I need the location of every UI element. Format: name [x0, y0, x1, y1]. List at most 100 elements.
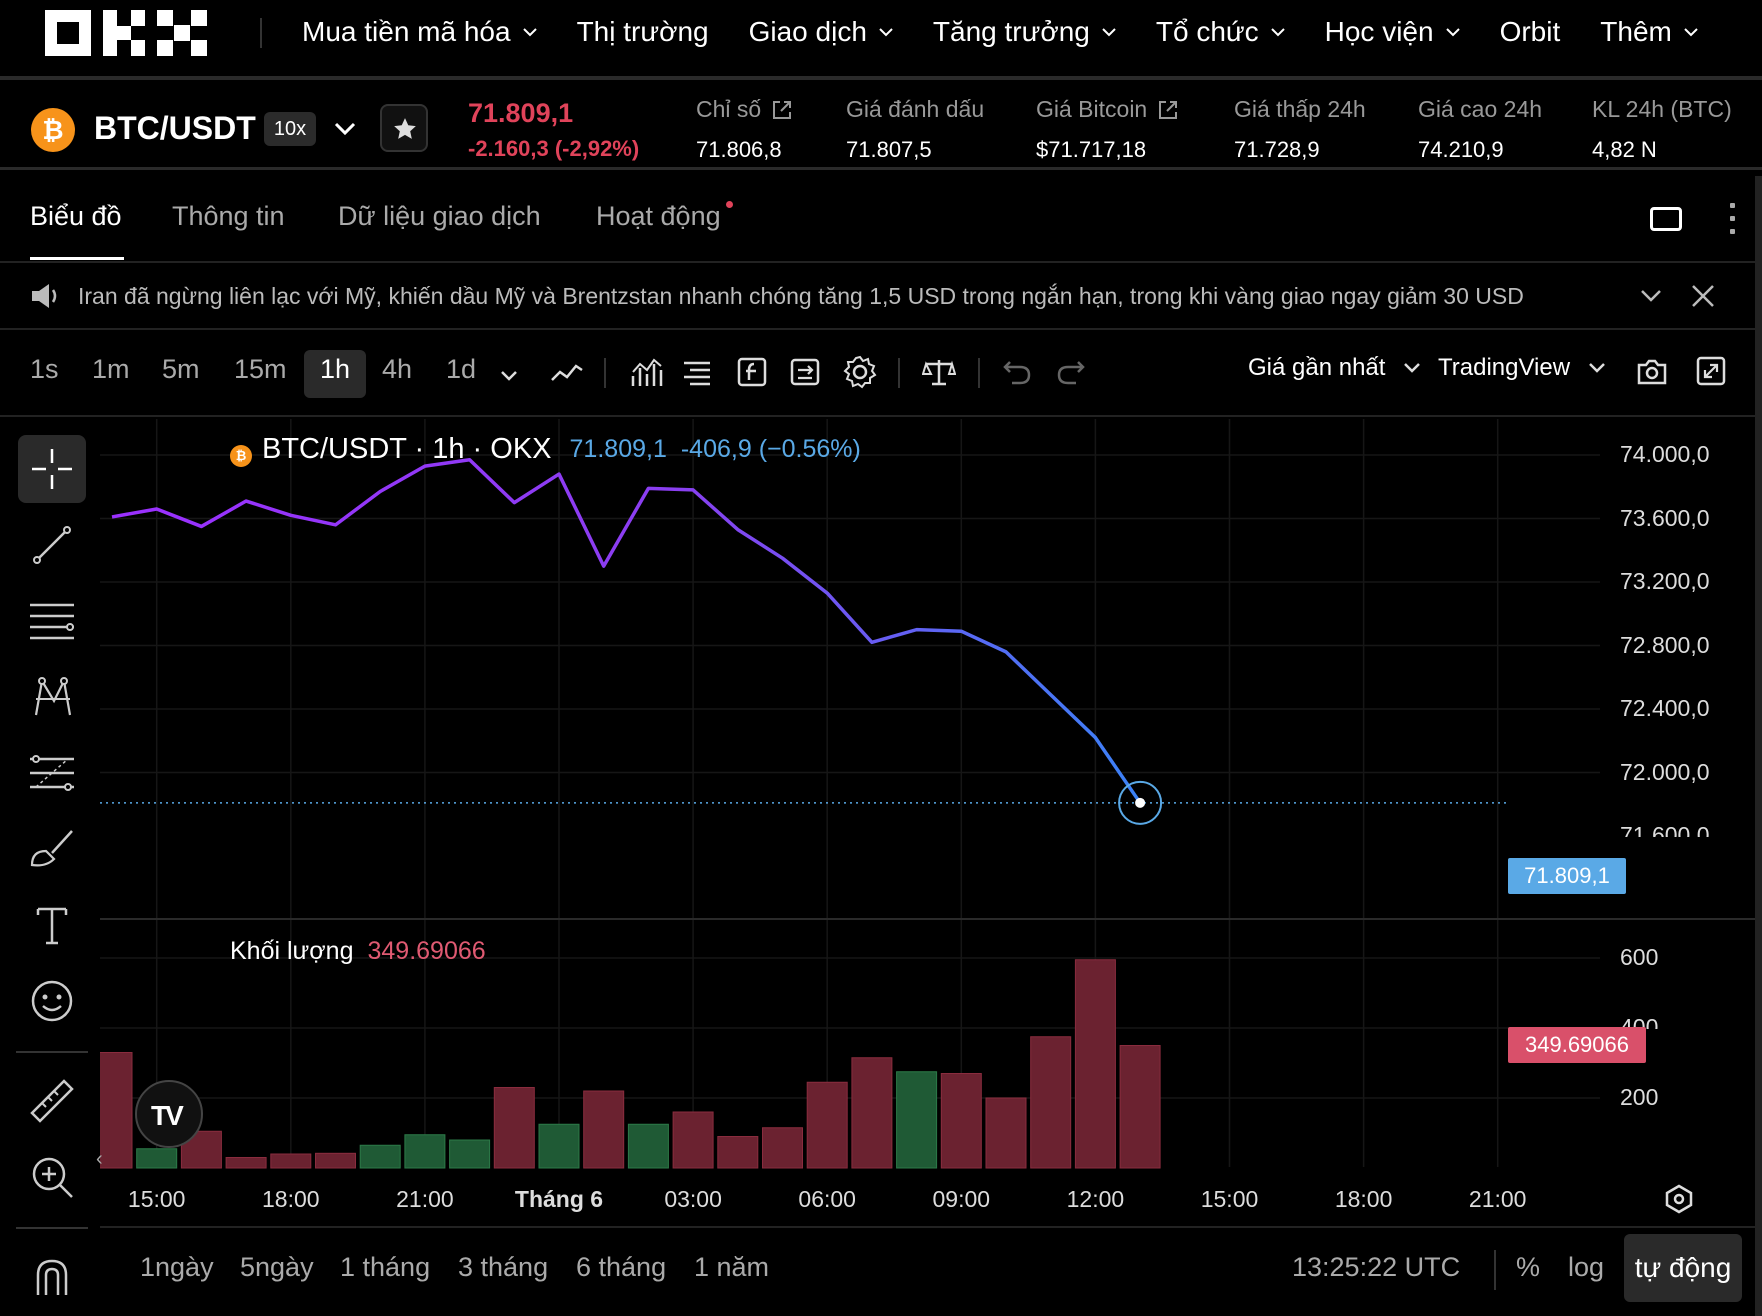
drawing-toolbar [0, 419, 100, 1316]
stat-label-text: Chỉ số [696, 96, 762, 122]
fib-tool[interactable] [18, 739, 86, 807]
settings-hexagon-icon[interactable] [1664, 1184, 1694, 1214]
zoom-tool[interactable] [18, 1143, 86, 1211]
ticker-stat: Giá đánh dấu 71.807,5 [846, 96, 984, 163]
nav-item[interactable]: Thêm [1600, 12, 1698, 52]
tool-divider [16, 1227, 88, 1229]
range-button[interactable]: 3 tháng [458, 1252, 549, 1282]
timeframe-1h[interactable]: 1h [320, 354, 351, 384]
tab[interactable]: Dữ liệu giao dịch [338, 201, 541, 231]
chevron-down-icon [1102, 28, 1116, 37]
price-axis-label: 71.600,0 [1620, 822, 1710, 848]
price-type-dropdown[interactable]: Giá gần nhất [1248, 354, 1421, 382]
nav-item-label: Thị trường [576, 16, 709, 47]
scale-compare-icon[interactable] [922, 356, 956, 388]
volume-bar [717, 1136, 759, 1169]
time-axis-label: 15:00 [127, 1186, 186, 1212]
announcement-text[interactable]: Iran đã ngừng liên lạc với Mỹ, khiến dầu… [78, 283, 1524, 309]
stat-label-text: Giá Bitcoin [1036, 96, 1148, 122]
undo-icon[interactable] [1002, 358, 1032, 386]
tradingview-logo[interactable]: TV [135, 1080, 203, 1148]
chevron-down-icon [522, 28, 537, 37]
chevron-left-icon[interactable]: ‹ [96, 1148, 103, 1170]
range-button[interactable]: 5ngày [240, 1252, 314, 1282]
bottom-bar: 1ngày 5ngày 1 tháng 3 tháng 6 tháng 1 năm 13:… [100, 1226, 1762, 1306]
nav-item-label: Mua tiền mã hóa [302, 16, 511, 47]
range-button[interactable]: 1 tháng [340, 1252, 431, 1282]
time-axis-label: Tháng 6 [514, 1186, 604, 1212]
close-icon[interactable] [1690, 283, 1716, 309]
fullscreen-icon[interactable] [1696, 356, 1726, 386]
nav-item[interactable]: Học viện [1325, 12, 1460, 52]
replay-icon[interactable] [788, 356, 822, 388]
timeframe-15m[interactable]: 15m [234, 354, 287, 384]
indicators-icon[interactable] [630, 356, 664, 390]
text-tool[interactable] [18, 891, 86, 959]
chart-engine-dropdown[interactable]: TradingView [1438, 354, 1606, 382]
range-button[interactable]: 1 năm [694, 1252, 770, 1282]
okx-logo[interactable] [45, 10, 207, 56]
emoji-tool[interactable] [18, 967, 86, 1035]
stat-label-text: Giá thấp 24h [1234, 96, 1366, 122]
redo-icon[interactable] [1056, 358, 1086, 386]
range-button[interactable]: 6 tháng [576, 1252, 667, 1282]
stat-value: $71.717,18 [1036, 137, 1147, 162]
crosshair-tool[interactable] [18, 435, 86, 503]
external-link-icon[interactable] [1157, 99, 1179, 121]
stat-label: Giá thấp 24h [1234, 96, 1366, 123]
function-icon[interactable] [736, 356, 768, 388]
nav-item[interactable]: Thị trường [577, 12, 709, 52]
nav-item[interactable]: Giao dịch [749, 12, 893, 52]
nav-item[interactable]: Mua tiền mã hóa [302, 12, 537, 52]
stat-value: 71.728,9 [1234, 137, 1320, 162]
nav-item[interactable]: Orbit [1500, 12, 1561, 52]
camera-icon[interactable] [1636, 356, 1668, 386]
volume-bar [672, 1111, 714, 1169]
pair-name[interactable]: BTC/USDT [94, 110, 256, 146]
chevron-down-icon[interactable] [500, 370, 518, 382]
magnet-tool[interactable] [18, 1243, 86, 1311]
more-icon[interactable] [1730, 203, 1736, 239]
volume-legend: Khối lượng 349.69066 [230, 937, 486, 966]
ruler-tool[interactable] [18, 1067, 86, 1135]
horizontal-lines-tool[interactable] [18, 587, 86, 655]
chevron-down-icon[interactable] [334, 122, 356, 136]
timeframe-1d[interactable]: 1d [446, 354, 477, 384]
time-axis-label: 21:00 [1468, 1186, 1527, 1212]
settings-gear-icon[interactable] [842, 354, 878, 390]
line-chart-type-icon[interactable] [550, 360, 584, 386]
stat-label: KL 24h (BTC) [1592, 96, 1732, 123]
price-chart[interactable]: ₿ BTC/USDT · 1h · OKX 71.809,1 -406,9 (−… [91, 419, 1762, 1219]
trend-line-tool[interactable] [18, 511, 86, 579]
chart-canvas[interactable] [91, 419, 1762, 1219]
chevron-down-icon [1404, 363, 1421, 373]
external-link-icon[interactable] [771, 99, 793, 121]
volume-bar [315, 1152, 356, 1169]
chevron-down-icon [879, 28, 893, 37]
log-scale-toggle[interactable]: log [1568, 1252, 1605, 1282]
tab[interactable]: Biểu đồ [30, 201, 122, 231]
toolbar-divider [898, 358, 900, 388]
tab[interactable]: Thông tin [172, 201, 285, 231]
brush-tool[interactable] [18, 815, 86, 883]
percent-scale-toggle[interactable]: % [1516, 1252, 1541, 1282]
timeframe-1m[interactable]: 1m [92, 354, 130, 384]
active-timeframe-bg [304, 350, 366, 398]
timeframe-5m[interactable]: 5m [162, 354, 200, 384]
nav-item[interactable]: Tăng trưởng [933, 12, 1116, 52]
timeframe-1s[interactable]: 1s [30, 354, 59, 384]
list-lines-icon[interactable] [682, 358, 712, 388]
auto-scale-button[interactable]: tự động [1624, 1234, 1742, 1302]
pattern-tool[interactable] [18, 663, 86, 731]
range-button[interactable]: 1ngày [140, 1252, 214, 1282]
favorite-button[interactable] [380, 104, 428, 152]
window-icon[interactable] [1650, 207, 1682, 231]
chevron-down-icon[interactable] [1640, 289, 1662, 303]
timeframe-4h[interactable]: 4h [382, 354, 413, 384]
tab[interactable]: Hoạt động [596, 201, 721, 231]
page-scrollbar[interactable] [1755, 176, 1762, 1316]
stat-label: Giá cao 24h [1418, 96, 1542, 123]
volume-label: Khối lượng [230, 937, 354, 965]
volume-bar [91, 1052, 133, 1169]
nav-item[interactable]: Tổ chức [1156, 12, 1285, 52]
